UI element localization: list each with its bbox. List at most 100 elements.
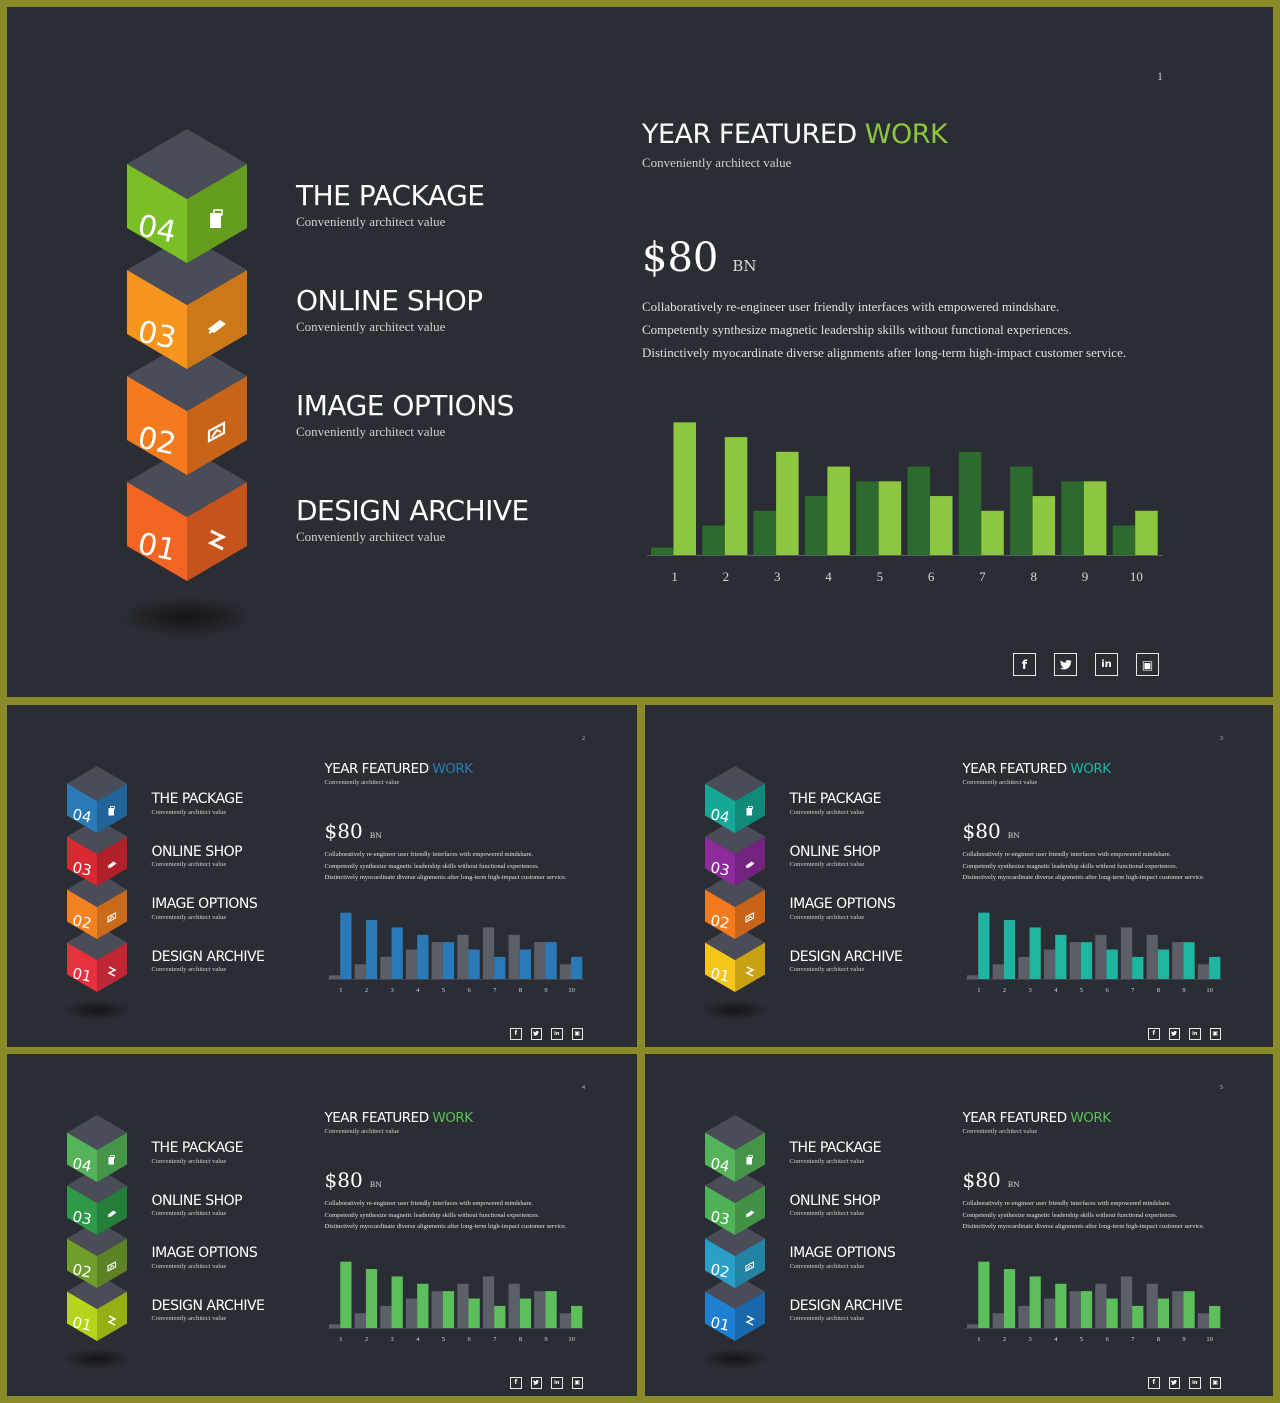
cube-left-face (67, 1132, 97, 1182)
description-line: Competently synthesize magnetic leadersh… (324, 1211, 540, 1219)
bar-series-1 (1043, 1298, 1056, 1328)
item-title: DESIGN ARCHIVE (151, 1297, 265, 1314)
bar-series-2 (1183, 942, 1195, 979)
linkedin-icon[interactable]: in (551, 1377, 563, 1389)
bar-series-2 (673, 422, 696, 555)
cube-stack: 01 02 03 04 (119, 129, 255, 637)
item-subtitle: Conveniently architect value (789, 1262, 865, 1270)
cube-01: 01 (67, 1274, 127, 1341)
bar-series-2 (1157, 1298, 1170, 1328)
bar-series-1 (329, 975, 341, 979)
bar-series-2 (1055, 1283, 1067, 1328)
cube-right-face (97, 836, 127, 886)
cube-03: 03 (67, 819, 127, 886)
linkedin-icon[interactable]: in (1189, 1028, 1201, 1040)
cube-left-face (67, 1238, 97, 1288)
slide-2: 2 01 02 03 04 THE PACKAGE Conveniently archite… (7, 705, 637, 1047)
package-icon-handle (748, 806, 753, 810)
linkedin-icon[interactable]: in (1095, 653, 1118, 676)
item-subtitle: Conveniently architect value (151, 861, 227, 868)
cube-right-face (735, 942, 765, 992)
cube-shadow (63, 1000, 131, 1020)
amount: $80 BN (642, 235, 757, 281)
cube-stack: 01 02 03 04 (63, 1115, 131, 1369)
cube-left-face (705, 942, 735, 992)
money-icon (107, 861, 117, 869)
item-subtitle: Conveniently architect value (151, 808, 227, 816)
bar-series-1 (856, 481, 879, 555)
package-icon-handle (110, 806, 115, 810)
twitter-icon[interactable] (1168, 1028, 1180, 1040)
bar-series-2 (545, 942, 557, 979)
cube-04: 04 (67, 1115, 127, 1182)
twitter-icon[interactable] (530, 1028, 542, 1040)
cube-right-face (735, 1291, 765, 1341)
package-icon-handle (213, 209, 223, 216)
x-tick-label: 5 (877, 569, 884, 584)
x-tick-label: 5 (1080, 1336, 1083, 1343)
bar-series-2 (776, 451, 799, 555)
instagram-icon[interactable]: ▣ (571, 1377, 583, 1389)
slide-number: 3 (1220, 736, 1223, 742)
cube-number: 03 (709, 858, 731, 880)
twitter-icon[interactable] (530, 1377, 542, 1389)
cube-right-face (735, 836, 765, 886)
twitter-icon[interactable] (1054, 653, 1077, 676)
package-icon-body (108, 808, 114, 816)
facebook-icon[interactable]: f (1148, 1028, 1160, 1040)
bar-series-2 (978, 1261, 990, 1328)
bar-series-2 (571, 956, 583, 979)
amount-value: $80 (324, 1168, 363, 1192)
x-tick-label: 2 (1003, 1336, 1006, 1343)
instagram-icon[interactable]: ▣ (1136, 653, 1159, 676)
cube-number: 01 (71, 1313, 93, 1335)
x-tick-label: 4 (416, 1336, 420, 1343)
instagram-icon[interactable]: ▣ (1209, 1028, 1221, 1040)
item-title: IMAGE OPTIONS (789, 1245, 896, 1261)
twitter-icon[interactable] (1168, 1377, 1180, 1389)
bar-series-1 (431, 942, 443, 979)
x-tick-label: 10 (1130, 569, 1143, 584)
archive-icon (745, 1315, 755, 1326)
headline: YEAR FEATURED WORK (325, 761, 474, 777)
linkedin-icon[interactable]: in (1189, 1377, 1201, 1389)
facebook-icon[interactable]: f (510, 1028, 522, 1040)
item-title: THE PACKAGE (151, 791, 244, 807)
facebook-icon[interactable]: f (1013, 653, 1036, 676)
amount: $80 BN (325, 1168, 382, 1192)
bar-series-1 (380, 956, 392, 979)
social-links: f in ▣ (1148, 1028, 1230, 1040)
x-tick-label: 6 (1105, 987, 1109, 994)
cube-top-face (705, 819, 765, 854)
instagram-icon[interactable]: ▣ (571, 1028, 583, 1040)
linkedin-icon[interactable]: in (551, 1028, 563, 1040)
item-title: IMAGE OPTIONS (789, 896, 896, 912)
slide-number: 5 (1220, 1085, 1223, 1091)
bar-series-1 (559, 964, 572, 979)
slide-number: 4 (582, 1085, 585, 1091)
bar-series-1 (1069, 1291, 1081, 1328)
cube-left-face (705, 1185, 735, 1235)
bar-series-1 (329, 1324, 341, 1328)
headline-subtitle: Conveniently architect value (324, 1128, 400, 1135)
money-icon (107, 1210, 117, 1218)
bar-series-2 (724, 437, 748, 555)
bar-series-1 (380, 1305, 392, 1328)
bar-series-1 (1197, 1313, 1210, 1328)
x-tick-label: 3 (774, 569, 781, 584)
archive-icon (107, 966, 117, 977)
money-icon (208, 320, 226, 334)
bar-series-1 (508, 934, 520, 979)
description-line: Competently synthesize magnetic leadersh… (642, 322, 1072, 337)
instagram-icon[interactable]: ▣ (1209, 1377, 1221, 1389)
bar-series-1 (753, 510, 777, 555)
amount: $80 BN (963, 819, 1020, 843)
item-title: DESIGN ARCHIVE (296, 494, 529, 527)
amount: $80 BN (963, 1168, 1020, 1192)
bar-series-2 (1003, 920, 1016, 979)
facebook-icon[interactable]: f (510, 1377, 522, 1389)
cube-top-face (67, 872, 127, 907)
facebook-icon[interactable]: f (1148, 1377, 1160, 1389)
headline-accent: WORK (432, 1110, 473, 1126)
bar-series-1 (992, 1313, 1004, 1328)
